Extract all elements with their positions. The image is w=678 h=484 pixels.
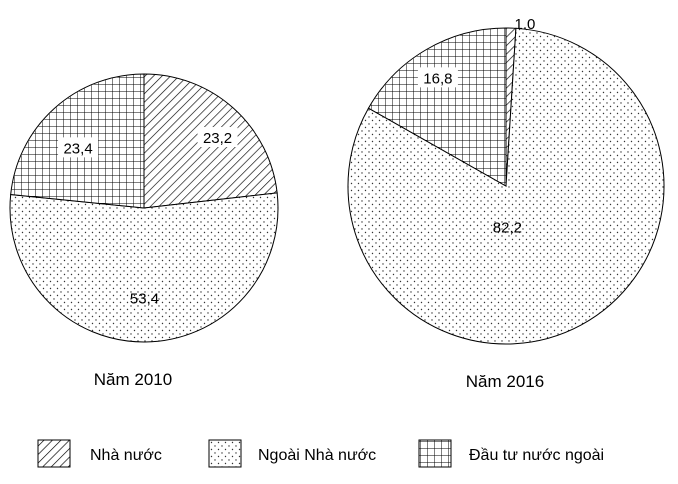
pie-0-label-ngoai-nha-nuoc: 53,4 [130, 290, 159, 307]
legend-swatch-ngoai-nha-nuoc [208, 439, 242, 468]
pie-0-label-nha-nuoc: 23,2 [203, 130, 232, 147]
pie-1-slice-dau-tu-nuoc-ngoai [367, 27, 507, 187]
legend-swatch-nha-nuoc [37, 439, 71, 468]
pie-1-label-bg-dau-tu-nuoc-ngoai [417, 67, 458, 88]
legend-label-ngoai-nha-nuoc: Ngoài Nhà nước [258, 447, 376, 464]
pie-2010: 23,2 53,4 23,4 [9, 73, 279, 343]
pie-0-label-bg-dau-tu-nuoc-ngoai [58, 137, 99, 158]
pie-0-label-dau-tu-nuoc-ngoai: 23,4 [63, 140, 92, 157]
pie-2010-title: Năm 2010 [94, 370, 172, 389]
legend-label-dau-tu-nuoc-ngoai: Đầu tư nước ngoài [469, 447, 604, 464]
pie-2016-title: Năm 2016 [466, 372, 544, 391]
pie-1-label-dau-tu-nuoc-ngoai: 16,8 [423, 70, 452, 87]
legend-swatch-dau-tu-nuoc-ngoai [418, 439, 452, 468]
pie-1-label-ngoai-nha-nuoc: 82,2 [493, 219, 522, 236]
pie-2016: 1,082,216,8 [347, 16, 665, 345]
pie-0-label-bg-nha-nuoc [197, 127, 238, 148]
pie-0-slice-ngoai-nha-nuoc [9, 192, 279, 343]
legend: Nhà nước Ngoài Nhà nước Đầu tư nước ngoà… [37, 439, 604, 468]
legend-label-nha-nuoc: Nhà nước [90, 447, 162, 464]
